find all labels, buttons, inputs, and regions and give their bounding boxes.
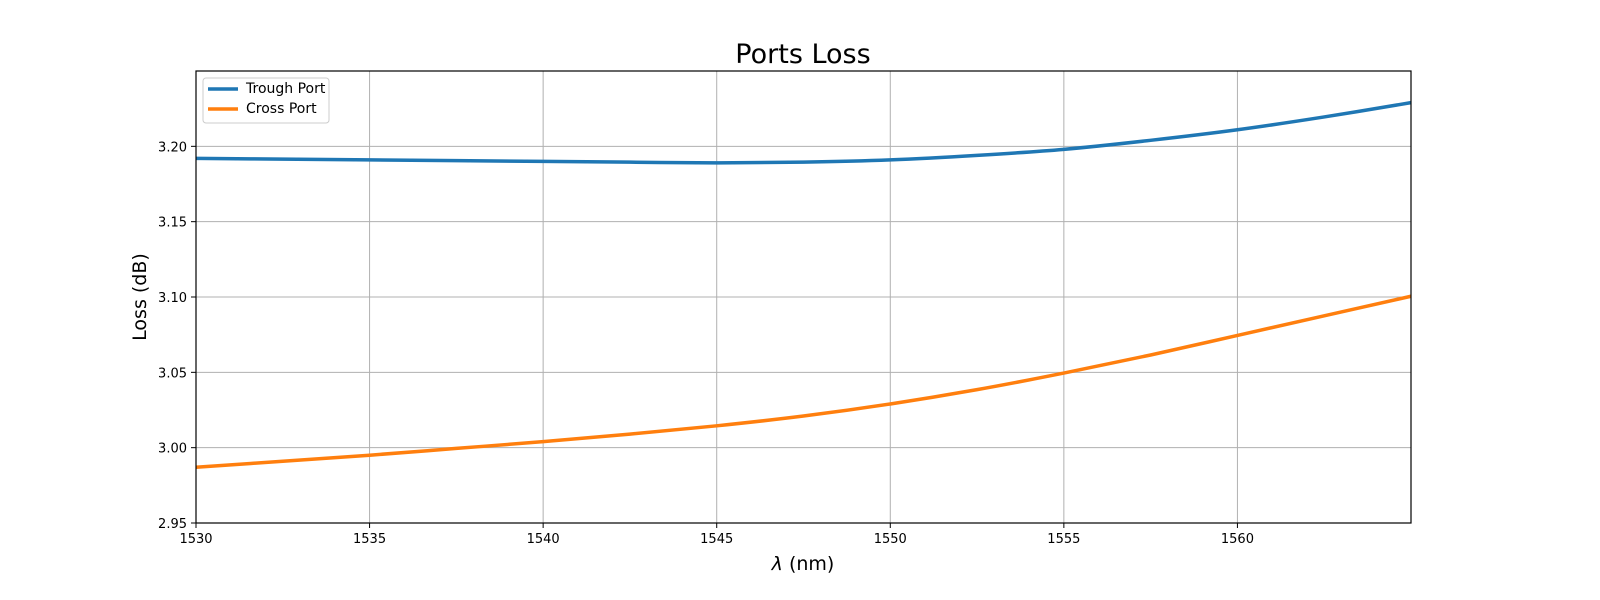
legend: Trough Port Cross Port <box>202 77 330 124</box>
y-tick-label: 3.15 <box>158 216 187 231</box>
legend-label-cross-port: Cross Port <box>246 101 317 117</box>
y-tick-label: 3.10 <box>158 291 187 306</box>
series-line-cross-port <box>195 294 1412 469</box>
grid-layer <box>195 71 1411 524</box>
x-tick-label: 1540 <box>527 532 560 547</box>
chart-title: Ports Loss <box>735 39 870 70</box>
x-tick-label: 1530 <box>179 532 212 547</box>
y-tick-label: 2.95 <box>158 517 187 532</box>
x-tick-label: 1535 <box>353 532 386 547</box>
series-layer <box>195 100 1412 469</box>
y-axis-title: Loss (dB) <box>129 253 151 341</box>
x-tick-label: 1550 <box>874 532 907 547</box>
x-tick-label: 1545 <box>700 532 733 547</box>
x-axis-unit: (nm) <box>783 553 834 575</box>
y-tick-label: 3.20 <box>158 140 187 155</box>
series-line-trough-port <box>195 100 1412 165</box>
x-tick-label: 1555 <box>1047 532 1080 547</box>
x-axis-title: λ (nm) <box>771 553 835 575</box>
y-tick-label: 3.05 <box>158 366 187 381</box>
x-axis-symbol: λ <box>771 553 783 575</box>
tick-layer: 1530 1535 1540 1545 1550 1555 1560 2.95 3.00 3.05… <box>158 140 1254 547</box>
legend-label-trough-port: Trough Port <box>245 81 326 97</box>
y-tick-label: 3.00 <box>158 442 187 457</box>
x-tick-label: 1560 <box>1221 532 1254 547</box>
